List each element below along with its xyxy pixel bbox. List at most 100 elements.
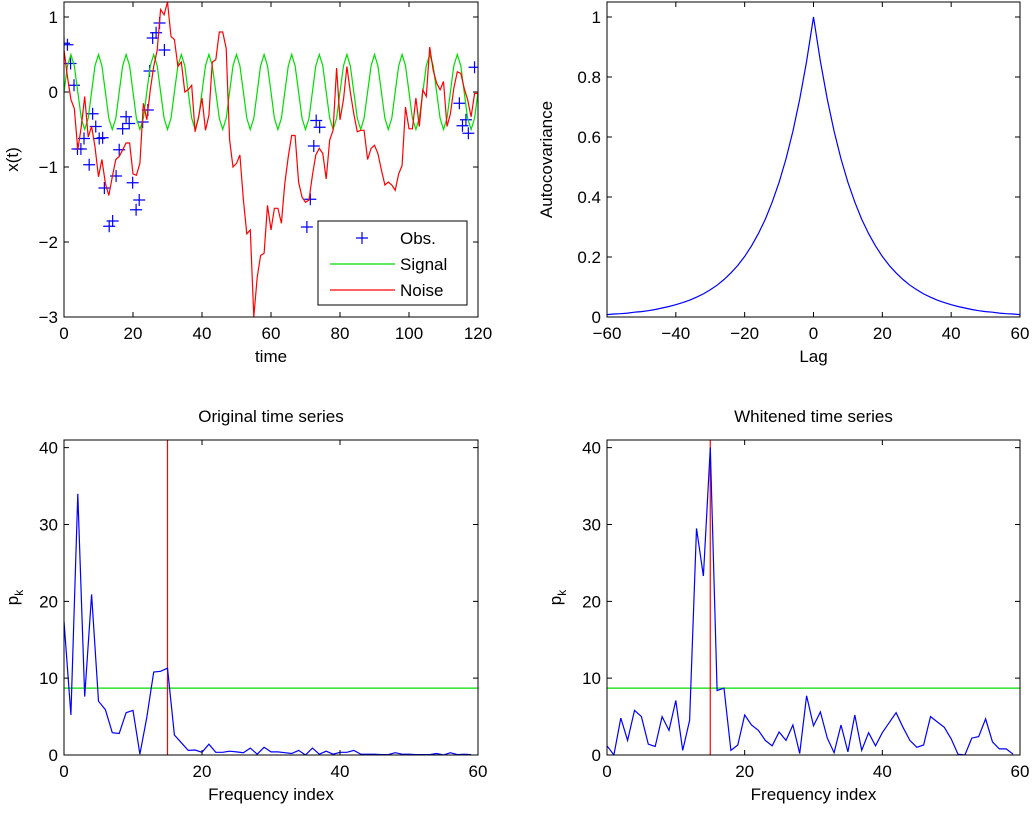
obs-point xyxy=(133,194,146,206)
axes-box xyxy=(606,1,1021,318)
y-tick-label: −3 xyxy=(39,308,58,327)
series-line-noise xyxy=(64,2,478,317)
x-tick-label: 40 xyxy=(942,324,961,343)
obs-point xyxy=(468,61,478,74)
y-tick-label: 20 xyxy=(39,592,58,611)
x-tick-label: 60 xyxy=(469,762,488,781)
x-tick-label: 60 xyxy=(1011,324,1030,343)
obs-point xyxy=(106,215,119,227)
axes-box xyxy=(606,439,1021,756)
obs-point xyxy=(304,193,317,206)
subplot-4: 0 20 40 60 0 10 20 30 40 Frequency index pk Whitene… xyxy=(546,407,1029,804)
obs-point xyxy=(93,132,106,145)
y-axis-label: pk xyxy=(3,589,26,605)
subplot-title: Original time series xyxy=(198,407,344,426)
y-tick-label: 0 xyxy=(592,308,601,327)
x-tick-label: −60 xyxy=(593,324,622,343)
obs-point xyxy=(98,182,111,194)
obs-point xyxy=(158,44,171,56)
y-axis-label-subscript: k xyxy=(12,589,26,596)
y-axis-label-main: p xyxy=(546,596,565,605)
y-tick-label: 1 xyxy=(49,8,58,27)
legend-label: Obs. xyxy=(400,229,436,248)
x-axis-label: Lag xyxy=(799,347,827,366)
obs-point xyxy=(146,32,159,44)
subplot-1: 0 20 40 60 80 100 120 −3 −2 −1 0 1 time x(t) Obs. Signa… xyxy=(3,1,492,366)
obs-point xyxy=(126,176,139,189)
obs-point xyxy=(462,127,475,140)
x-tick-label: 0 xyxy=(602,762,611,781)
obs-point xyxy=(103,220,116,233)
legend-label: Noise xyxy=(400,281,443,300)
plot-area xyxy=(64,2,478,317)
x-tick-label: −20 xyxy=(730,324,759,343)
y-axis-label: x(t) xyxy=(3,147,22,172)
obs-point xyxy=(313,121,326,134)
x-tick-label: 120 xyxy=(464,324,492,343)
y-axis-label-subscript: k xyxy=(555,589,569,596)
x-tick-label: 0 xyxy=(809,324,818,343)
obs-point xyxy=(123,117,136,130)
x-tick-label: 20 xyxy=(124,324,143,343)
series-line-signal xyxy=(64,52,478,132)
obs-point xyxy=(310,114,323,127)
x-tick-label: 60 xyxy=(1011,762,1030,781)
legend: Obs. Signal Noise xyxy=(317,220,468,306)
x-tick-label: 20 xyxy=(735,762,754,781)
legend-box xyxy=(317,220,468,306)
y-tick-label: 0.4 xyxy=(577,188,601,207)
y-tick-label: 1 xyxy=(592,8,601,27)
obs-point xyxy=(459,113,472,126)
obs-point xyxy=(116,122,129,135)
plot-area xyxy=(607,16,1020,316)
obs-point xyxy=(300,221,313,233)
x-axis-label: Frequency index xyxy=(751,785,877,804)
y-tick-label: −2 xyxy=(39,233,58,252)
y-tick-label: 20 xyxy=(582,592,601,611)
obs-point xyxy=(68,79,81,92)
y-tick-label: 0.6 xyxy=(577,128,601,147)
x-tick-label: 20 xyxy=(873,324,892,343)
y-axis-label: Autocovariance xyxy=(537,101,556,218)
y-axis-label: pk xyxy=(546,589,569,605)
plot-area xyxy=(607,440,1020,755)
y-tick-label: 30 xyxy=(582,516,601,535)
obs-point xyxy=(120,110,133,123)
series-line-autocovariance xyxy=(607,16,1020,316)
legend-label: Signal xyxy=(400,255,447,274)
x-tick-label: 60 xyxy=(262,324,281,343)
subplot-3: 0 20 40 60 0 10 20 30 40 Frequency index pk Origina… xyxy=(3,407,487,804)
obs-point xyxy=(150,26,163,39)
obs-point xyxy=(64,57,77,70)
plot-area xyxy=(64,440,478,755)
y-tick-label: 30 xyxy=(39,516,58,535)
subplot-2: −60 −40 −20 0 20 40 60 0 0.2 0.4 0.6 0.8 1 Lag Autocov… xyxy=(537,1,1030,366)
obs-point xyxy=(113,143,126,156)
x-tick-label: 100 xyxy=(395,324,423,343)
y-tick-label: 0.2 xyxy=(577,248,601,267)
x-axis-label: Frequency index xyxy=(208,785,334,804)
y-tick-label: 10 xyxy=(39,669,58,688)
axes-box xyxy=(63,439,479,756)
obs-point xyxy=(96,131,109,144)
y-tick-label: 0 xyxy=(49,746,58,765)
x-tick-label: 40 xyxy=(331,762,350,781)
subplot-title: Whitened time series xyxy=(734,407,893,426)
x-tick-label: 0 xyxy=(59,762,68,781)
y-tick-label: 10 xyxy=(582,669,601,688)
obs-point xyxy=(83,158,96,171)
x-tick-label: 20 xyxy=(193,762,212,781)
series-line-p-k xyxy=(607,447,1014,755)
x-tick-label: 80 xyxy=(331,324,350,343)
obs-point xyxy=(74,143,87,155)
y-tick-label: 40 xyxy=(582,439,601,458)
x-tick-label: 40 xyxy=(873,762,892,781)
legend-marker-obs xyxy=(356,232,368,244)
x-tick-label: −40 xyxy=(661,324,690,343)
y-tick-label: −1 xyxy=(39,158,58,177)
obs-point xyxy=(64,38,74,51)
x-tick-label: 40 xyxy=(193,324,212,343)
x-tick-label: 0 xyxy=(59,324,68,343)
y-tick-label: 0 xyxy=(592,746,601,765)
